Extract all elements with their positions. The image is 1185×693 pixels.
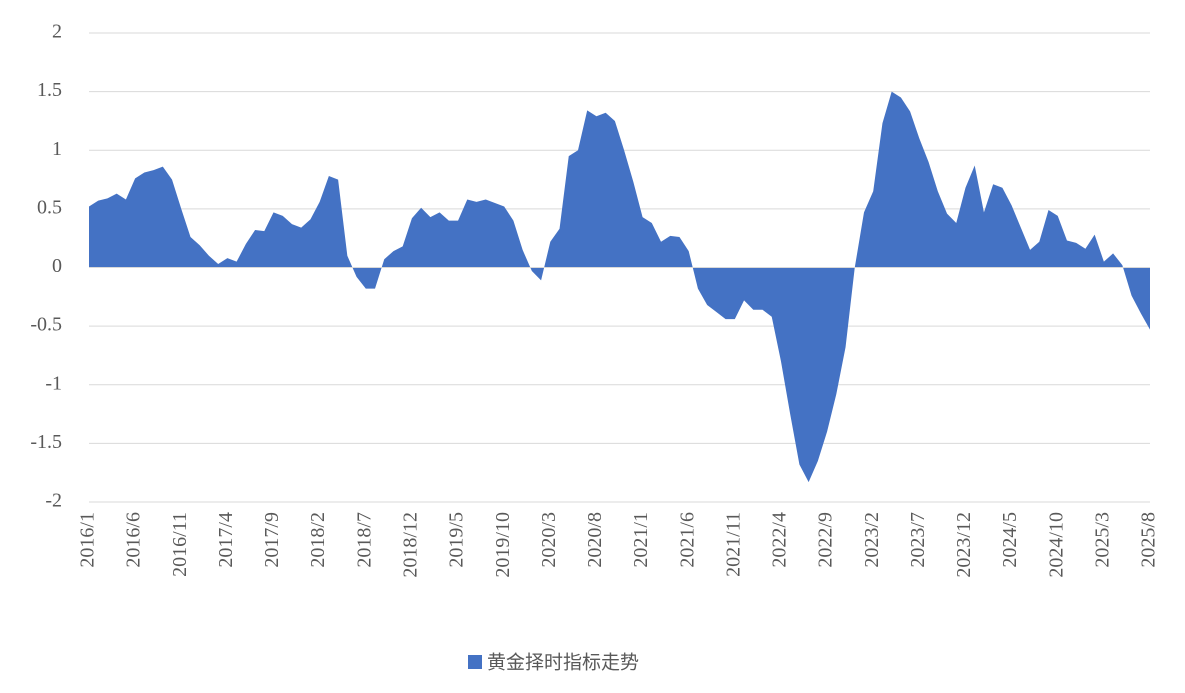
x-tick-label: 2023/12	[953, 512, 975, 578]
x-tick-label: 2016/1	[77, 512, 99, 568]
x-tick-label: 2025/3	[1091, 512, 1113, 568]
x-tick-label: 2023/2	[861, 512, 883, 568]
x-tick-label: 2017/9	[261, 512, 283, 568]
y-tick-label: -2	[45, 490, 62, 512]
x-tick-label: 2022/4	[769, 512, 791, 568]
legend-swatch	[468, 655, 482, 669]
x-tick-label: 2019/5	[446, 512, 468, 568]
x-tick-label: 2024/5	[999, 512, 1021, 568]
x-tick-label: 2024/10	[1045, 512, 1067, 578]
x-tick-label: 2018/7	[353, 512, 375, 568]
y-tick-label: 1	[52, 138, 62, 160]
x-tick-label: 2021/6	[676, 512, 698, 568]
y-tick-label: -0.5	[30, 314, 62, 336]
x-tick-label: 2025/8	[1138, 512, 1160, 568]
x-tick-label: 2020/8	[584, 512, 606, 568]
x-tick-label: 2020/3	[538, 512, 560, 568]
y-tick-label: 1.5	[37, 79, 62, 101]
y-tick-label: -1.5	[30, 431, 62, 453]
y-tick-label: -1	[45, 372, 62, 394]
x-tick-label: 2018/2	[307, 512, 329, 568]
x-tick-label: 2021/1	[630, 512, 652, 568]
x-tick-label: 2022/9	[815, 512, 837, 568]
area	[89, 91, 1150, 483]
x-tick-label: 2017/4	[215, 512, 237, 568]
y-tick-label: 0.5	[37, 196, 62, 218]
y-tick-label: 2	[52, 21, 62, 43]
x-tick-label: 2016/11	[169, 512, 191, 577]
x-tick-label: 2023/7	[907, 512, 929, 568]
legend-text: 黄金择时指标走势	[487, 652, 639, 674]
x-tick-label: 2019/10	[492, 512, 514, 578]
x-tick-label: 2021/11	[722, 512, 744, 577]
x-tick-label: 2018/12	[400, 512, 422, 578]
x-tick-label: 2016/6	[123, 512, 145, 568]
y-tick-label: 0	[52, 255, 62, 277]
